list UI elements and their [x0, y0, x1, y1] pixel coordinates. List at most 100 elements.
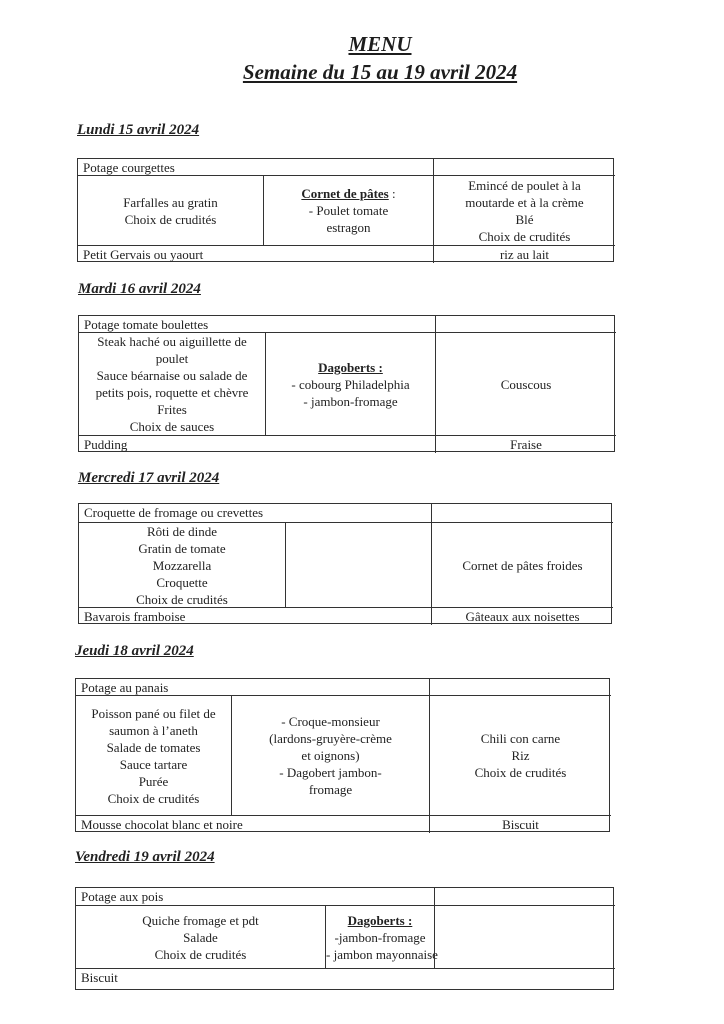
heading-suffix: :: [388, 186, 396, 201]
menu-title: MENU: [348, 32, 412, 56]
soup-text: Potage aux pois: [81, 889, 164, 904]
menu-line: petits pois, roquette et chèvre: [95, 385, 249, 400]
menu-line: poulet: [155, 351, 189, 366]
day-menu-table: Potage courgettes Farfalles au gratin Choi…: [77, 158, 615, 263]
main-col3-cell: Cornet de pâtes froides: [431, 522, 613, 607]
menu-line: Choix de crudités: [154, 946, 247, 962]
dessert-text: Fraise: [510, 437, 542, 452]
menu-item-text: et oignons): [301, 748, 360, 763]
main-col1-cell: Poisson pané ou filet de saumon à l’aneth…: [76, 695, 231, 815]
day-menu-table: Potage aux pois Quiche fromage et pdt Sala…: [75, 887, 615, 991]
menu-item-text: estragon: [326, 220, 371, 235]
menu-line: Steak haché ou aiguillette de: [97, 334, 247, 349]
dessert-text: Gâteaux aux noisettes: [465, 609, 580, 624]
menu-line: Choix de crudités: [107, 790, 200, 806]
main-col3-cell: Couscous: [435, 332, 616, 435]
menu-line: estragon: [264, 219, 433, 236]
day-title: Jeudi 18 avril 2024: [75, 643, 194, 659]
main-col3-cell: Emincé de poulet à la moutarde et à la cr…: [433, 175, 615, 245]
soup-text: Potage tomate boulettes: [84, 317, 209, 332]
dessert-right-cell: riz au lait: [433, 245, 615, 263]
day-title: Mardi 16 avril 2024: [78, 281, 201, 297]
menu-line: Couscous: [500, 376, 552, 392]
main-col3-cell: Chili con carne Riz Choix de crudités: [429, 695, 611, 815]
day-menu-table: Potage au panais Poisson pané ou filet de…: [75, 678, 611, 833]
soup-cell: Potage au panais: [76, 679, 429, 695]
menu-item-text: fromage: [308, 782, 353, 797]
soup-text: Potage courgettes: [83, 160, 175, 175]
menu-line: Rôti de dinde: [146, 523, 218, 539]
menu-line: Choix de crudités: [478, 228, 571, 244]
menu-item-text: - Poulet tomate: [308, 203, 389, 218]
day-title: Mercredi 17 avril 2024: [78, 470, 220, 486]
menu-line: Poisson pané ou filet de: [91, 705, 216, 721]
soup-empty-cell: [431, 504, 613, 522]
main-col2-cell: Dagoberts : -jambon-fromage - jambon mayon…: [325, 905, 438, 968]
menu-line: Choix de crudités: [124, 211, 217, 227]
menu-line: - Dagobert jambon-: [232, 764, 429, 781]
day-menu-table: Croquette de fromage ou crevettes Rôti de…: [78, 503, 613, 625]
menu-item-text: - Croque-monsieur: [281, 714, 380, 729]
menu-line: Dagoberts :: [266, 359, 435, 376]
menu-line: Sauce tartare: [119, 756, 188, 772]
soup-text: Croquette de fromage ou crevettes: [84, 505, 264, 520]
menu-item-text: - cobourg Philadelphia: [291, 376, 410, 392]
menu-line: Sauce béarnaise ou salade de: [96, 368, 248, 383]
section-heading: Cornet de pâtes: [301, 186, 389, 201]
day-title: Lundi 15 avril 2024: [77, 122, 200, 138]
dessert-text: Pudding: [84, 437, 128, 452]
dessert-right-cell: Fraise: [435, 435, 616, 453]
main-col1-cell: Farfalles au gratin Choix de crudités: [78, 175, 263, 245]
week-subtitle: Semaine du 15 au 19 avril 2024: [242, 60, 518, 84]
menu-line: et oignons): [232, 747, 429, 764]
menu-line: fromage: [232, 781, 429, 798]
menu-item-text: (lardons-gruyère-crème: [269, 731, 392, 746]
dessert-text: Petit Gervais ou yaourt: [83, 247, 204, 262]
soup-cell: Potage aux pois: [76, 888, 434, 905]
menu-line: Farfalles au gratin: [123, 194, 218, 210]
main-col2-cell: - Croque-monsieur (lardons-gruyère-crème e…: [231, 695, 429, 815]
menu-line: Gratin de tomate: [138, 540, 226, 556]
soup-cell: Potage courgettes: [78, 159, 433, 175]
menu-line: Croquette: [156, 574, 208, 590]
menu-item-text: - jambon mayonnaise: [326, 946, 438, 962]
menu-line: Cornet de pâtes froides: [462, 557, 583, 573]
dessert-text: Biscuit: [502, 817, 539, 832]
main-col2-cell: Cornet de pâtes :- Poulet tomate estragon: [263, 175, 433, 245]
menu-line: - Croque-monsieur: [232, 713, 429, 730]
dessert-left-cell: Biscuit: [76, 968, 615, 991]
menu-line: Dagoberts :: [326, 912, 434, 929]
menu-line: Quiche fromage et pdt: [142, 912, 259, 928]
menu-line: Cornet de pâtes :: [264, 185, 433, 202]
menu-line: - jambon-fromage: [266, 393, 435, 410]
dessert-left-cell: Bavarois framboise: [79, 607, 431, 625]
soup-text: Potage au panais: [81, 680, 169, 695]
menu-line: - cobourg Philadelphia: [266, 376, 435, 393]
menu-line: Emincé de poulet à la: [468, 177, 581, 193]
section-heading: Dagoberts :: [318, 359, 383, 375]
menu-line: Salade: [183, 929, 218, 945]
dessert-right-cell: Gâteaux aux noisettes: [431, 607, 613, 625]
menu-line: Purée: [138, 773, 169, 789]
day-menu-table: Potage tomate boulettes Steak haché ou ai…: [78, 315, 616, 453]
menu-line: saumon à l’aneth: [109, 722, 198, 738]
main-col3-cell: [434, 905, 615, 968]
menu-line: -jambon-fromage: [326, 929, 434, 946]
dessert-text: Biscuit: [81, 970, 118, 985]
menu-line: moutarde et à la crème: [465, 194, 584, 210]
menu-line: Frites: [157, 402, 187, 417]
menu-item-text: -jambon-fromage: [334, 929, 426, 945]
soup-empty-cell: [435, 316, 616, 332]
menu-line: Choix de crudités: [136, 591, 228, 607]
dessert-left-cell: Petit Gervais ou yaourt: [78, 245, 433, 263]
menu-line: Chili con carne: [480, 731, 561, 746]
menu-line: Blé: [515, 211, 534, 227]
soup-empty-cell: [429, 679, 611, 695]
menu-line: Salade de tomates: [106, 739, 201, 755]
main-col1-cell: Quiche fromage et pdt Salade Choix de crud…: [76, 905, 325, 968]
main-col1-cell: Rôti de dinde Gratin de tomate Mozzarella C…: [79, 522, 285, 607]
menu-line: Choix de crudités: [474, 765, 567, 780]
menu-line: - jambon mayonnaise: [326, 946, 438, 963]
menu-line: Mozzarella: [152, 557, 212, 573]
dessert-text: Mousse chocolat blanc et noire: [81, 817, 243, 832]
